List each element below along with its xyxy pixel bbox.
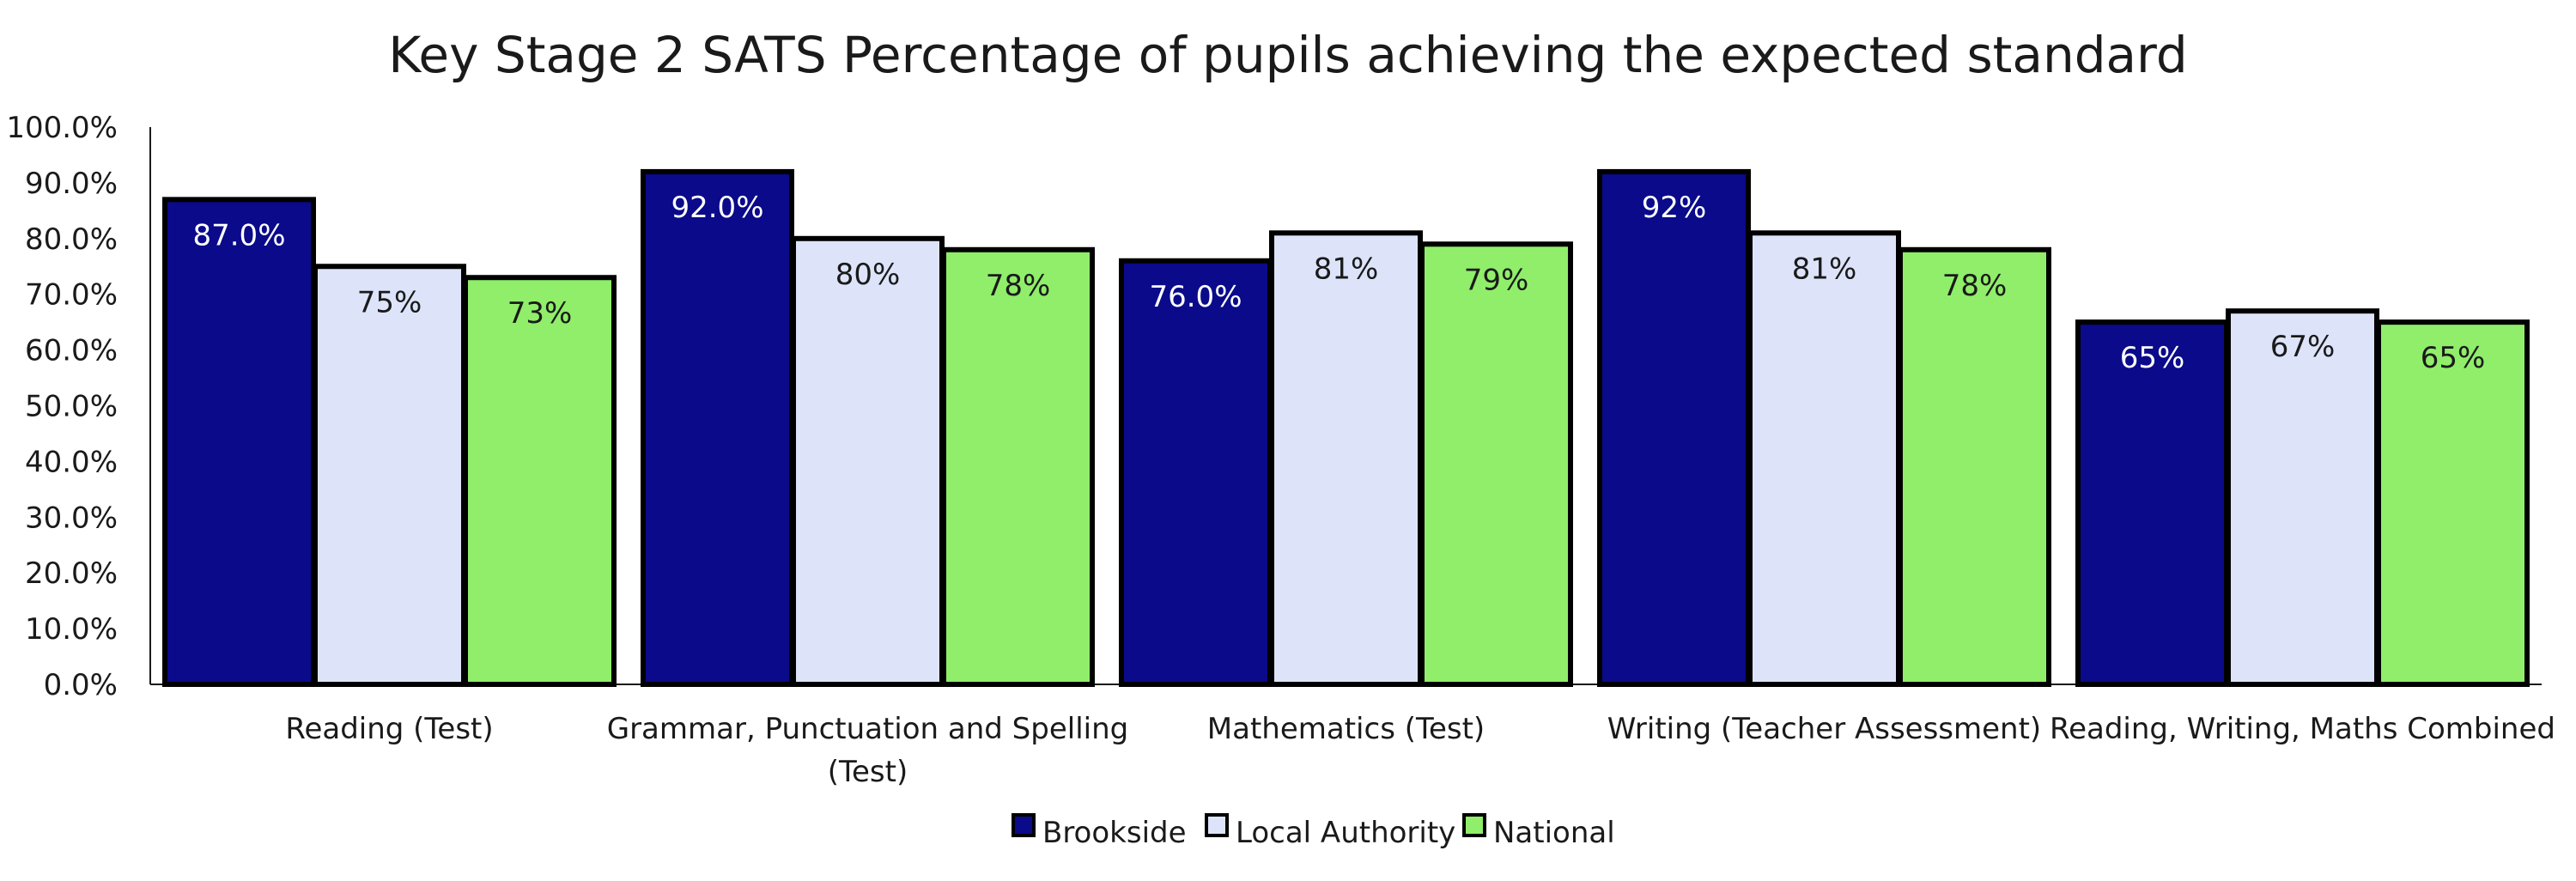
data-label: 92% [1642,191,1707,225]
data-label: 81% [1314,252,1379,286]
bar-local-authority [313,264,466,687]
data-label: 78% [1942,269,2008,303]
bar-local-authority [791,235,945,687]
legend-label: Local Authority [1236,816,1455,850]
y-tick-label: 60.0% [25,334,118,368]
category-labels: Reading (Test) Grammar, Punctuation and S… [285,712,2555,789]
y-tick-label: 10.0% [25,612,118,647]
bar-brookside [641,168,794,688]
legend-label: Brookside [1042,816,1187,850]
data-label: 78% [986,269,1051,303]
bar-brookside [1597,168,1751,688]
legend-swatch [1462,813,1486,837]
chart-title: Key Stage 2 SATS Percentage of pupils ac… [388,26,2187,84]
category-label: Reading, Writing, Maths Combined [2050,712,2555,746]
y-tick-label: 30.0% [25,501,118,535]
bar-local-authority [2226,308,2379,687]
bar-brookside [162,197,316,687]
y-tick-label: 100.0% [6,111,118,145]
data-label: 65% [2120,341,2185,375]
data-label: 87.0% [192,218,285,252]
legend: Brookside Local Authority National [1012,813,1615,850]
bar-national [941,246,1095,687]
y-tick-label: 0.0% [44,668,118,702]
bar-brookside [2075,319,2229,687]
data-label: 67% [2270,330,2336,364]
y-tick-label: 90.0% [25,167,118,201]
bar-brookside [1119,258,1273,687]
category-label: Mathematics (Test) [1207,712,1485,746]
data-labels: 87.0% 75% 73% 92.0% 80% 78% 76.0% 81% 79% 92% 81% 7… [192,191,2485,375]
axes: 0.0% 10.0% 20.0% 30.0% 40.0% 50.0% 60.0% 70.0% 8… [6,111,2542,702]
bars [162,168,2530,688]
data-label: 79% [1464,263,1529,297]
data-label: 75% [357,285,422,319]
data-label: 92.0% [671,191,763,225]
data-label: 76.0% [1149,280,1242,314]
legend-swatch [1205,813,1229,837]
legend-swatch [1012,813,1036,837]
category-label: Reading (Test) [285,712,493,746]
bar-national [2376,319,2530,687]
data-label: 65% [2421,341,2486,375]
y-tick-label: 20.0% [25,556,118,591]
category-label: Grammar, Punctuation and Spelling [607,712,1129,746]
legend-label: National [1493,816,1615,850]
data-label: 73% [507,296,573,331]
bar-local-authority [1269,230,1423,687]
y-tick-label: 70.0% [25,278,118,313]
bar-national [1898,246,2051,687]
bar-national [463,275,617,687]
y-tick-label: 40.0% [25,445,118,479]
y-tick-label: 50.0% [25,390,118,424]
data-label: 81% [1792,252,1857,286]
data-label: 80% [835,258,901,292]
bar-national [1419,241,1573,688]
category-label: (Test) [828,755,908,789]
category-label: Writing (Teacher Assessment) [1607,712,2041,746]
y-tick-label: 80.0% [25,222,118,257]
bar-local-authority [1747,230,1901,687]
